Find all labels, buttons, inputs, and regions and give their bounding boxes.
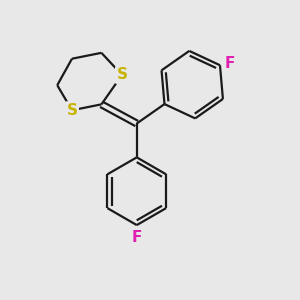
Text: F: F	[224, 56, 235, 71]
Text: F: F	[132, 230, 142, 245]
Text: S: S	[67, 103, 77, 118]
Text: S: S	[116, 68, 128, 82]
